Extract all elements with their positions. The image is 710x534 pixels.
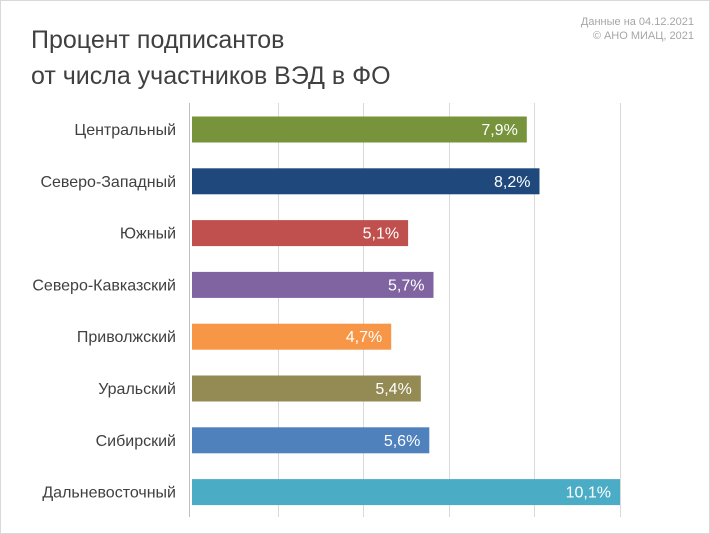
chart-title-line-2: от числа участников ВЭД в ФО [31,62,391,90]
data-label: 4,7% [346,329,382,346]
data-label: 5,7% [388,277,424,294]
category-label: Северо-Западный [40,174,176,191]
source-note: Данные на 04.12.2021 © АНО МИАЦ, 2021 [581,15,694,43]
data-label: 7,9% [481,122,517,139]
chart-title: Процент подписантов от числа участников … [31,22,391,94]
bar [192,479,620,506]
category-label: Сибирский [96,433,176,450]
data-label: 5,4% [375,381,411,398]
data-label: 8,2% [494,174,530,191]
source-copyright: © АНО МИАЦ, 2021 [592,30,694,42]
data-label: 5,1% [363,226,399,243]
source-date: Данные на 04.12.2021 [580,16,694,28]
chart-title-line-1: Процент подписантов [31,26,285,54]
bar [192,375,421,402]
bar [192,116,527,143]
category-label: Северо-Кавказский [32,277,176,294]
bar [192,220,409,247]
bar [192,271,434,298]
data-label: 10,1% [566,485,611,502]
category-label: Южный [120,226,176,243]
bar [192,427,430,454]
category-label: Дальневосточный [42,485,176,502]
category-label: Уральский [98,381,176,398]
category-label: Приволжский [77,329,176,346]
bar [192,323,392,350]
category-label: Центральный [74,122,176,139]
bar [192,168,540,195]
data-label: 5,6% [384,433,420,450]
